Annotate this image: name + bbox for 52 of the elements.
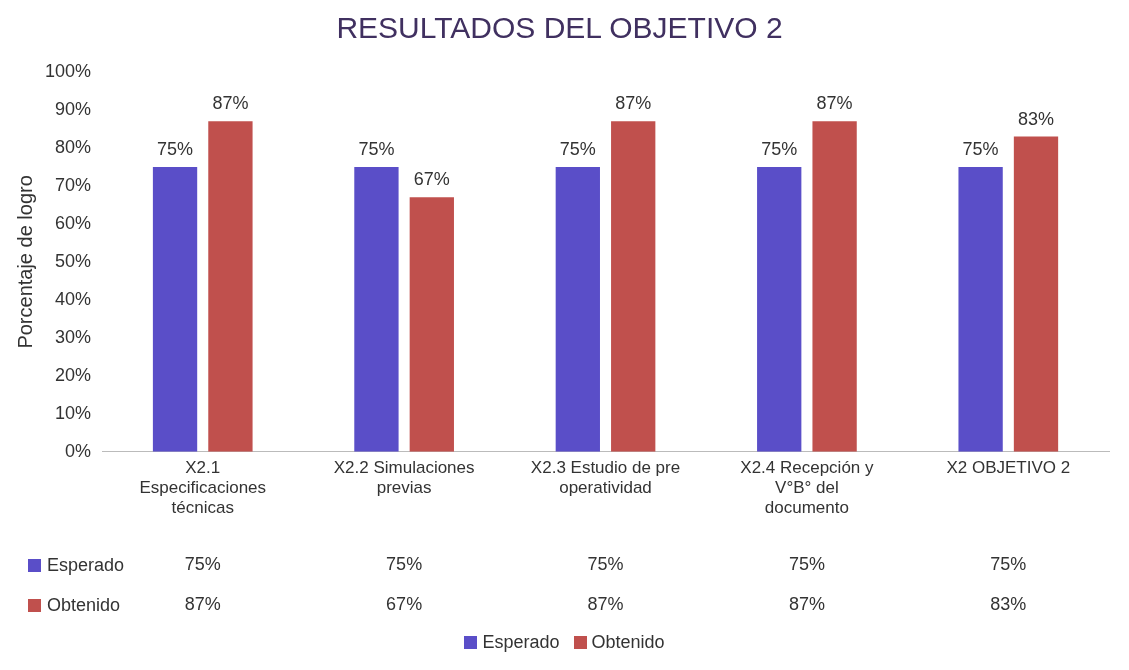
bar	[152, 166, 198, 452]
text: 75%	[559, 138, 596, 159]
text: 87%	[212, 93, 249, 114]
y-tick-label: 90%	[55, 98, 92, 119]
y-tick-label: 100%	[44, 60, 92, 81]
x-tick-label: X2.3 Estudio de pre operatividad	[530, 457, 681, 498]
text: Obtenido	[591, 632, 665, 652]
y-tick-label: 30%	[55, 326, 92, 347]
text: 83%	[1017, 108, 1055, 129]
y-tick-label: 40%	[55, 288, 92, 309]
data-label: 75%	[587, 553, 624, 574]
data-label: 67%	[386, 593, 423, 614]
x-tick-label: X2.2 Simulaciones previas	[333, 457, 475, 498]
x-tick-label: X2.1 Especificaciones técnicas	[139, 457, 267, 518]
data-label: 87%	[184, 593, 221, 614]
y-tick-label: 0%	[65, 440, 92, 461]
text: 67%	[413, 169, 450, 190]
bar	[958, 166, 1003, 452]
y-tick-label: 70%	[55, 174, 92, 195]
data-label: 75%	[788, 553, 825, 574]
data-label: 75%	[386, 553, 423, 574]
bar	[555, 166, 600, 452]
y-tick-label: 10%	[55, 402, 92, 423]
text: 87%	[816, 93, 853, 114]
bar	[208, 121, 253, 452]
data-label: 87%	[587, 593, 624, 614]
y-tick-label: 80%	[55, 136, 92, 157]
y-tick-label: 60%	[55, 212, 92, 233]
y-tick-label: 20%	[55, 364, 92, 385]
legend-label: Esperado	[47, 554, 125, 576]
bar	[812, 121, 857, 452]
text: 75%	[157, 138, 194, 159]
chart-title: RESULTADOS DEL OBJETIVO 2	[336, 11, 783, 45]
y-tick-label: 50%	[55, 250, 92, 271]
text: 87%	[615, 93, 652, 114]
x-tick-label: X2 OBJETIVO 2	[946, 457, 1071, 477]
data-label: 87%	[788, 593, 825, 614]
data-label: 75%	[184, 553, 221, 574]
legend-label: Obtenido	[47, 594, 121, 616]
data-label: 83%	[990, 593, 1027, 614]
x-tick-label: X2.4 Recepción y V°B° del documento	[740, 457, 875, 518]
data-label: 75%	[990, 553, 1027, 574]
text: 75%	[358, 138, 395, 159]
bar	[757, 166, 802, 452]
text: 75%	[962, 138, 999, 159]
text: Esperado	[482, 632, 560, 652]
bar	[354, 166, 399, 452]
bar	[611, 121, 656, 452]
bar	[409, 197, 454, 452]
y-axis-title: Porcentaje de logro	[13, 175, 36, 349]
bar	[1013, 136, 1059, 452]
text: 75%	[761, 138, 798, 159]
